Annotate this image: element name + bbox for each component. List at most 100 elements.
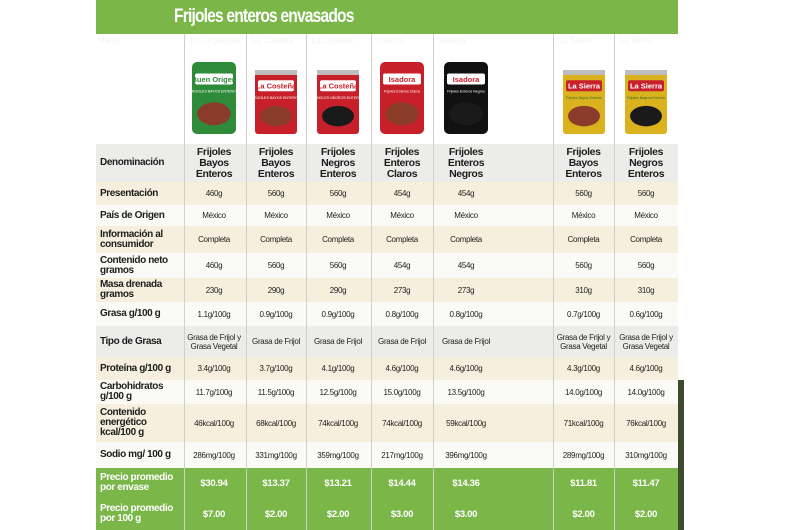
row-label: Denominación [100,157,165,168]
table-cell: 310g [575,285,592,295]
product-label-text: Frijoles Negros Enteros [627,96,665,100]
row-label: Carbohidratos g/100 g [100,381,164,402]
table-cell: México [634,211,658,220]
table-cell: 560g [267,261,285,270]
table-cell: 0.6g/100g [629,309,663,319]
row-label: Presentación [100,187,159,199]
table-cell: $11.47 [632,477,660,489]
row-label: Contenido energético kcal/100 g [100,407,147,438]
table-cell: México [390,211,414,220]
table-cell: $30.94 [200,477,228,489]
table-cell: Grasa de Frijol [442,337,490,346]
table-cell: 359mg/100g [317,450,359,460]
table-cell: 0.8g/100g [449,309,483,319]
table-cell: 11.7g/100g [195,387,233,397]
table-cell: 396mg/100g [445,450,487,460]
table-cell: 46kcal/100g [194,418,234,428]
table-cell: 4.6g/100g [449,364,483,373]
bean-pouch-image: Isadora Frijoles Enteros Claros [380,62,424,134]
beans-icon [385,102,419,126]
column-header: La Sierra [620,36,653,45]
table-cell: 59kcal/100g [446,418,486,428]
column-divider [553,34,554,530]
table-cell: 560g [637,189,655,198]
beans-icon [630,105,662,127]
table-row: País de Origen México México México México Mé… [96,205,678,226]
table-cell: México [264,211,288,220]
comparison-table: Frijoles enteros envasados Marca Bio Orgá… [96,0,678,530]
table-cell: Completa [198,235,230,244]
table-cell: México [202,211,226,220]
table-cell: 4.6g/100g [385,364,419,373]
table-cell: 4.3g/100g [567,364,600,373]
bean-can-image: La Sierra Frijoles Negros Enteros [625,70,667,134]
table-row: Masa drenada gramos 230g 290g 290g 273g 273g 3… [96,278,678,302]
table-cell: 560g [575,189,592,198]
table-cell: 14.0g/100g [564,387,603,397]
product-label-text: Frijoles Enteros Claros [384,90,421,94]
table-cell: $2.00 [326,508,350,520]
table-cell: 273g [457,285,475,295]
table-cell: 74kcal/100g [382,418,422,428]
beans-icon [197,102,231,126]
table-cell: 15.0g/100g [383,387,421,397]
table-cell: 290g [329,285,347,295]
row-label: Contenido neto gramos [100,254,168,276]
table-row: Presentación 460g 560g 560g 454g 454g 560g 560g [96,182,678,205]
table-row: Información al consumidor Completa Complet… [96,226,678,253]
table-cell: México [571,211,596,220]
column-header: La Costeña [312,36,353,45]
table-cell: Completa [450,235,482,244]
table-cell: Grasa de Frijol [378,337,426,346]
brand-logo-text: Buen Origen [192,75,236,84]
table-cell: $2.00 [572,508,595,520]
table-cell: 460g [205,261,223,270]
table-cell: Frijoles Negros Enteros [319,145,357,180]
table-cell: 76kcal/100g [626,418,666,428]
table-cell: 11.5g/100g [257,387,295,397]
table-cell: 273g [393,285,411,295]
table-cell: 0.7g/100g [567,309,600,319]
table-cell: Completa [322,235,354,244]
table-cell: 230g [205,285,223,295]
brand-logo-text: La Costeña [256,82,297,91]
table-cell: 560g [267,189,285,198]
table-row: Denominación Frijoles Bayos Enteros Frijol… [96,144,678,182]
table-cell: 560g [329,261,347,270]
table-cell: 290g [267,285,285,295]
table-cell: 454g [457,189,475,198]
beans-icon [322,105,354,127]
table-row: Contenido neto gramos 460g 560g 560g 454g 454… [96,253,678,278]
title-banner: Frijoles enteros envasados [96,0,678,34]
page-edge-stripe [678,380,684,530]
table-cell: 460g [205,189,223,198]
table-row: Proteína g/100 g 3.4g/100g 3.7g/100g 4.1g/1… [96,357,678,380]
table-row: Sodio mg/ 100 g 286mg/100g 331mg/100g 359mg… [96,442,678,468]
table-cell: $3.00 [454,508,478,520]
product-label-text: Frijoles Bayos Enteros [566,96,602,100]
table-cell: 0.9g/100g [259,309,293,319]
table-cell: Frijoles Bayos Enteros [195,145,233,180]
table-cell: $11.81 [570,477,597,489]
table-cell: Completa [630,235,662,244]
table-cell: $14.44 [388,477,416,489]
table-cell: $13.21 [324,477,352,489]
table-cell: Completa [386,235,418,244]
brand-logo-text: Isadora [389,75,417,84]
brand-logo-text: La Sierra [567,82,600,91]
column-divider [433,34,434,530]
table-cell: 3.4g/100g [197,364,231,373]
table-cell: 454g [457,261,475,270]
table-row: Precio promedio por 100 g $7.00 $2.00 $2.00… [96,498,678,530]
column-header: Marca [98,36,121,45]
table-row: Precio promedio por envase $30.94 $13.37 $1… [96,468,678,498]
table-cell: Frijoles Enteros Negros [447,145,485,180]
table-cell: Frijoles Bayos Enteros [257,145,295,180]
table-cell: 1.1g/100g [197,309,231,319]
brand-logo-text: Isadora [453,75,481,84]
column-header: Isadora [377,36,404,45]
table-cell: $3.00 [390,508,414,520]
bean-pouch-image: Buen Origen FRIJOLES BAYOS ENTEROS [192,62,236,134]
product-label-text: Frijoles Enteros Negros [447,90,485,94]
table-cell: 71kcal/100g [563,418,604,428]
